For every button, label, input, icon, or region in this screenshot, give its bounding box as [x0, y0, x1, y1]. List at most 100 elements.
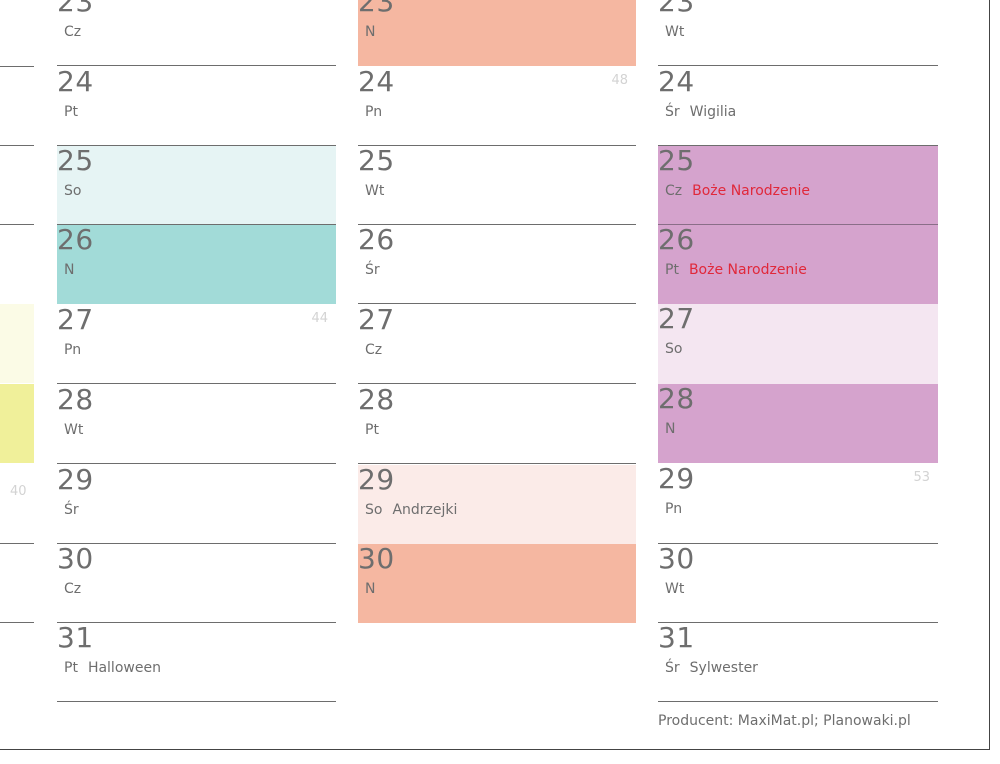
- day-of-week: Cz: [64, 581, 82, 597]
- day-number: 23: [658, 0, 695, 18]
- day-number: 26: [358, 223, 395, 256]
- day-cell: 29 Śr: [57, 465, 336, 544]
- day-of-week: Wt: [665, 24, 685, 40]
- day-cell-sunday: 23 N: [358, 0, 636, 66]
- day-of-week: Pt Halloween: [64, 660, 161, 676]
- day-cell-weekend: 29 So Andrzejki: [358, 465, 636, 544]
- day-cell: 24 Pt: [57, 67, 336, 146]
- week-number: 53: [913, 470, 930, 485]
- day-of-week: Wt: [665, 581, 685, 597]
- day-of-week: Śr Sylwester: [665, 660, 758, 676]
- day-number: 29: [658, 462, 695, 495]
- day-cell: 25 Wt: [358, 146, 636, 225]
- day-number: 29: [57, 463, 94, 496]
- edge-divider: [0, 224, 34, 225]
- day-number: 25: [658, 144, 695, 177]
- day-number: 26: [57, 223, 94, 256]
- day-number: 31: [57, 621, 94, 654]
- day-of-week: So: [665, 341, 683, 357]
- holiday-label: Boże Narodzenie: [692, 183, 810, 199]
- day-cell: 31 Śr Sylwester: [658, 623, 938, 702]
- day-cell: 28 Pt: [358, 385, 636, 464]
- day-cell-weekend: 25 So: [57, 146, 336, 225]
- day-number: 27: [358, 303, 395, 336]
- day-cell: 27 Cz: [358, 305, 636, 384]
- producer-footer: Producent: MaxiMat.pl; Planowaki.pl: [658, 713, 911, 729]
- holiday-label: Andrzejki: [392, 502, 458, 518]
- day-of-week: N: [365, 581, 376, 597]
- day-number: 30: [57, 542, 94, 575]
- day-of-week: Pt: [365, 422, 379, 438]
- holiday-label: Wigilia: [689, 104, 737, 120]
- day-cell: 24 Śr Wigilia: [658, 67, 938, 146]
- day-of-week: Pn: [365, 104, 383, 120]
- day-cell: 23 Wt: [658, 0, 938, 66]
- day-of-week: Pn: [64, 342, 82, 358]
- day-number: 29: [358, 463, 395, 496]
- day-number: 26: [658, 223, 695, 256]
- day-of-week: So Andrzejki: [365, 502, 458, 518]
- month-column-december: 23 Wt 24 Śr Wigilia 25 Cz Boże Narodzenie …: [658, 0, 938, 704]
- day-cell: 30 Cz: [57, 544, 336, 623]
- holiday-label: Halloween: [87, 660, 161, 676]
- edge-weekend-cell: [0, 304, 34, 383]
- day-of-week: Wt: [64, 422, 84, 438]
- day-number: 28: [57, 383, 94, 416]
- week-number: 48: [611, 73, 628, 88]
- day-number: 30: [658, 542, 695, 575]
- day-number: 27: [57, 303, 94, 336]
- day-of-week: Wt: [365, 183, 385, 199]
- holiday-label: Boże Narodzenie: [688, 262, 807, 278]
- day-of-week: Śr: [365, 262, 380, 278]
- day-cell-sunday: 30 N: [358, 544, 636, 623]
- edge-divider: [0, 145, 34, 146]
- day-cell: 26 Śr: [358, 225, 636, 304]
- edge-week-number: 40: [10, 484, 27, 499]
- month-column-november: 23 N 24 Pn 48 25 Wt 26 Śr 27 Cz 28 Pt 29…: [358, 0, 636, 704]
- day-of-week: Pt: [64, 104, 78, 120]
- day-cell: 24 Pn 48: [358, 67, 636, 146]
- day-number: 23: [358, 0, 395, 18]
- edge-divider: [0, 66, 34, 67]
- day-of-week: Pn: [665, 501, 683, 517]
- day-cell-sunday: 28 N: [658, 384, 938, 463]
- day-of-week: Pt Boże Narodzenie: [665, 262, 807, 278]
- day-number: 24: [57, 65, 94, 98]
- day-of-week: N: [365, 24, 376, 40]
- day-cell: 31 Pt Halloween: [57, 623, 336, 702]
- day-cell: 30 Wt: [658, 544, 938, 623]
- week-number: 44: [311, 311, 328, 326]
- day-number: 28: [658, 382, 695, 415]
- frame-right-border: [989, 0, 990, 750]
- day-cell-holiday: 26 Pt Boże Narodzenie: [658, 225, 938, 304]
- holiday-label: Sylwester: [689, 660, 758, 676]
- edge-divider: [0, 622, 34, 623]
- day-number: 25: [358, 144, 395, 177]
- day-number: 28: [358, 383, 395, 416]
- day-of-week: Cz: [365, 342, 383, 358]
- day-of-week: Cz Boże Narodzenie: [665, 183, 810, 199]
- day-cell: 29 Pn 53: [658, 464, 938, 544]
- day-cell-weekend: 27 So: [658, 304, 938, 384]
- day-cell-sunday: 26 N: [57, 225, 336, 304]
- day-cell: 27 Pn 44: [57, 305, 336, 384]
- day-cell-holiday: 25 Cz Boże Narodzenie: [658, 146, 938, 225]
- day-of-week: N: [665, 421, 676, 437]
- day-number: 24: [358, 65, 395, 98]
- day-of-week: So: [64, 183, 82, 199]
- edge-divider: [0, 543, 34, 544]
- day-of-week: Śr Wigilia: [665, 104, 737, 120]
- day-number: 24: [658, 65, 695, 98]
- day-cell: 23 Cz: [57, 0, 336, 66]
- day-number: 31: [658, 621, 695, 654]
- day-of-week: Cz: [64, 24, 82, 40]
- frame-bottom-border: [0, 749, 990, 750]
- day-number: 23: [57, 0, 94, 18]
- day-of-week: N: [64, 262, 75, 278]
- day-of-week: Śr: [64, 502, 79, 518]
- month-column-october: 23 Cz 24 Pt 25 So 26 N 27 Pn 44 28 Wt 29…: [57, 0, 336, 704]
- day-number: 25: [57, 144, 94, 177]
- day-number: 27: [658, 302, 695, 335]
- day-cell: 28 Wt: [57, 385, 336, 464]
- edge-weekend-cell: [0, 384, 34, 463]
